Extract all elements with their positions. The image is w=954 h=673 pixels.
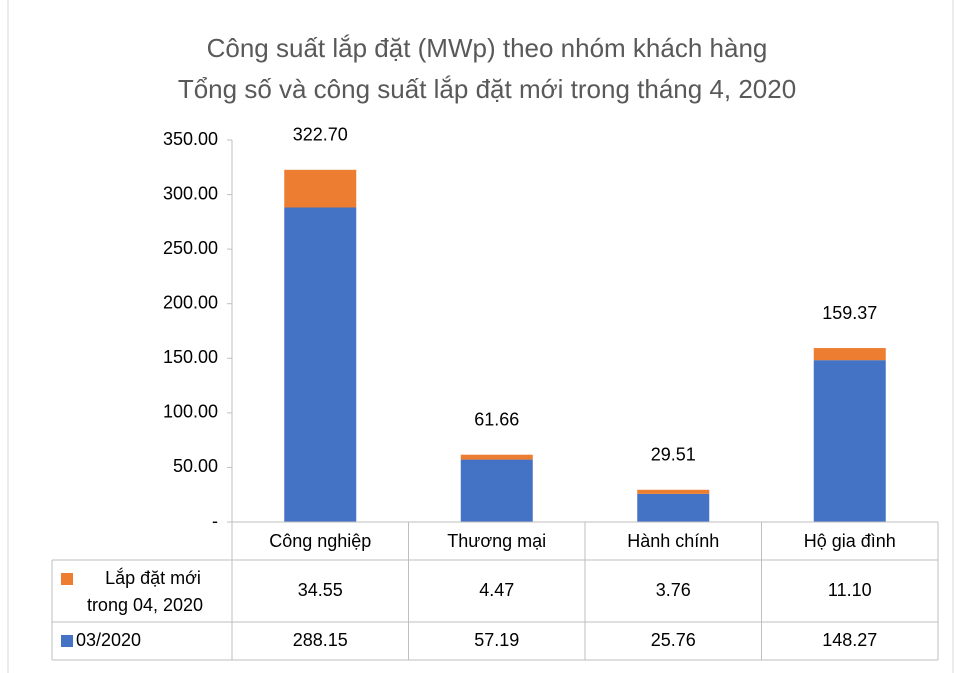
bar-segment [637, 493, 710, 522]
y-tick-label: 300.00 [163, 183, 218, 203]
y-tick-label: 50.00 [173, 456, 218, 476]
table-cell: 11.10 [828, 580, 872, 600]
table-cell: 148.27 [822, 630, 877, 650]
x-tick-label: Công nghiệp [269, 531, 371, 551]
table-cell: 25.76 [651, 630, 696, 650]
total-label: 29.51 [651, 445, 696, 465]
table-cell: 3.76 [656, 580, 691, 600]
legend-label: 03/2020 [76, 630, 141, 650]
x-tick-label: Hành chính [627, 531, 719, 551]
y-tick-label: 150.00 [163, 347, 218, 367]
y-tick-label: 200.00 [163, 292, 218, 312]
legend-label: Lắp đặt mới trong 04, 2020 [87, 567, 203, 615]
chart-title: Công suất lắp đặt (MWp) theo nhóm khách … [207, 33, 768, 63]
chart-frame [7, 0, 954, 673]
legend-swatch [61, 635, 73, 647]
table-cell: 288.15 [293, 630, 348, 650]
y-tick-label: - [212, 511, 218, 531]
bar-segment [813, 360, 886, 522]
chart-subtitle: Tổng số và công suất lắp đặt mới trong t… [178, 74, 796, 104]
y-tick-label: 350.00 [163, 129, 218, 149]
bar-segment [637, 489, 710, 494]
x-tick-label: Thương mại [447, 531, 546, 551]
bar-segment [284, 207, 357, 522]
y-tick-label: 250.00 [163, 238, 218, 258]
bar-segment [460, 454, 533, 460]
table-cell: 57.19 [474, 630, 519, 650]
bar-segment [284, 169, 357, 208]
table-cell: 4.47 [479, 580, 514, 600]
legend-swatch [61, 573, 73, 585]
table-cell: 34.55 [298, 580, 343, 600]
total-label: 61.66 [474, 409, 519, 429]
x-tick-label: Hộ gia đình [804, 531, 896, 551]
bar-segment [460, 459, 533, 522]
total-label: 322.70 [293, 125, 348, 145]
y-tick-label: 100.00 [163, 402, 218, 422]
total-label: 159.37 [822, 303, 877, 323]
bar-segment [813, 348, 886, 361]
